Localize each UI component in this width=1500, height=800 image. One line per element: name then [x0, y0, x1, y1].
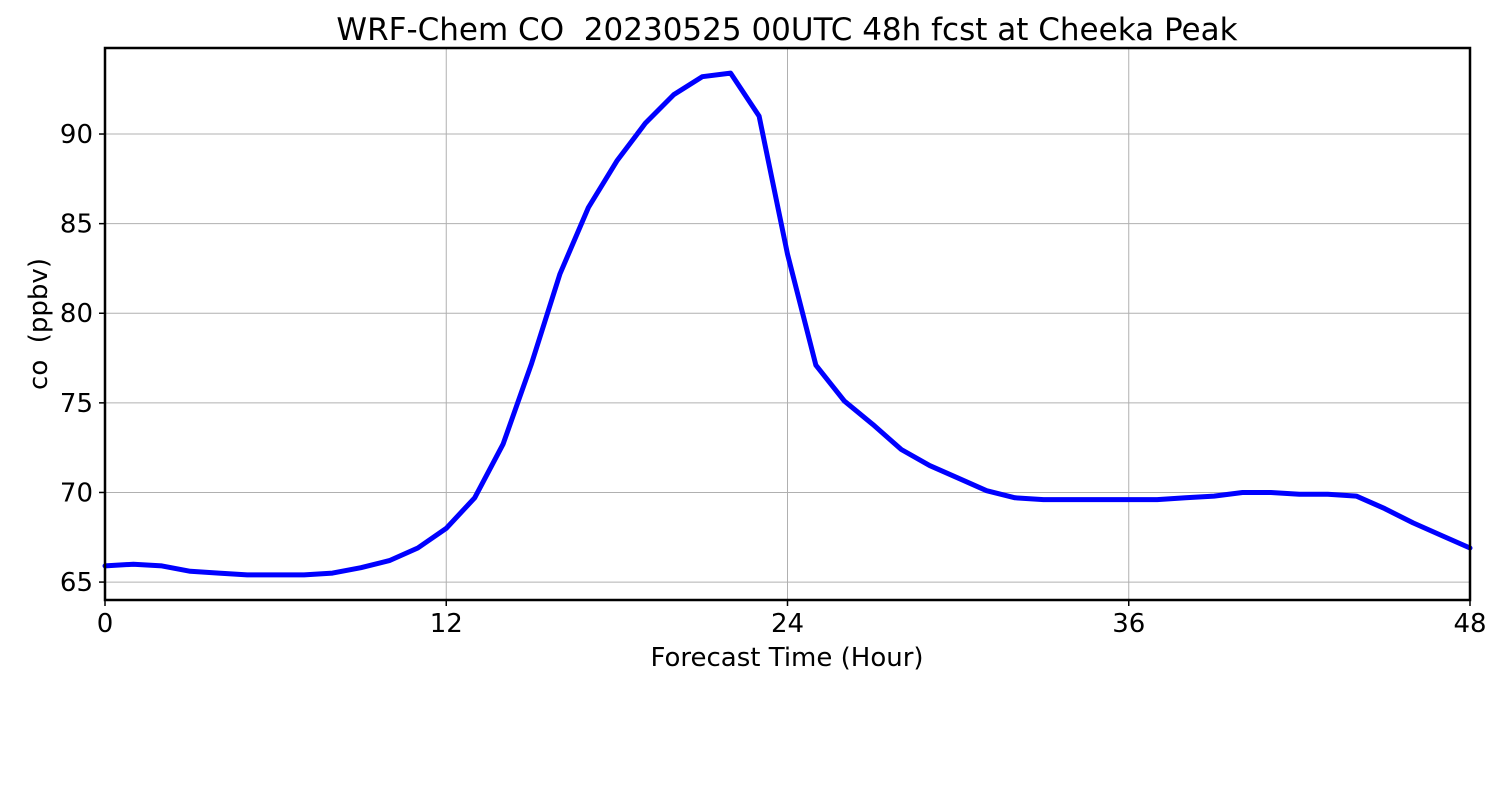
chart-title: WRF-Chem CO 20230525 00UTC 48h fcst at C… — [336, 12, 1237, 48]
x-tick-label: 12 — [430, 609, 463, 639]
series-line — [102, 70, 1473, 578]
y-tick-label: 65 — [60, 568, 93, 598]
y-axis-label: co (ppbv) — [24, 258, 54, 390]
plot-frame — [103, 46, 1472, 602]
y-tick-label: 90 — [60, 120, 93, 150]
y-tick-label: 80 — [60, 299, 93, 329]
x-tick-label: 36 — [1112, 609, 1145, 639]
x-tick-label: 48 — [1453, 609, 1486, 639]
grid-lines — [104, 48, 1471, 600]
y-tick-label: 85 — [60, 210, 93, 240]
x-tick-label: 0 — [97, 609, 114, 639]
y-tick-label: 70 — [60, 478, 93, 508]
x-tick-label: 24 — [771, 609, 804, 639]
series-group — [102, 70, 1473, 578]
axis-ticks: 0 12 24 36 48 65 70 75 80 85 90 — [60, 120, 1487, 639]
y-tick-label: 75 — [60, 389, 93, 419]
x-axis-label: Forecast Time (Hour) — [650, 643, 923, 673]
